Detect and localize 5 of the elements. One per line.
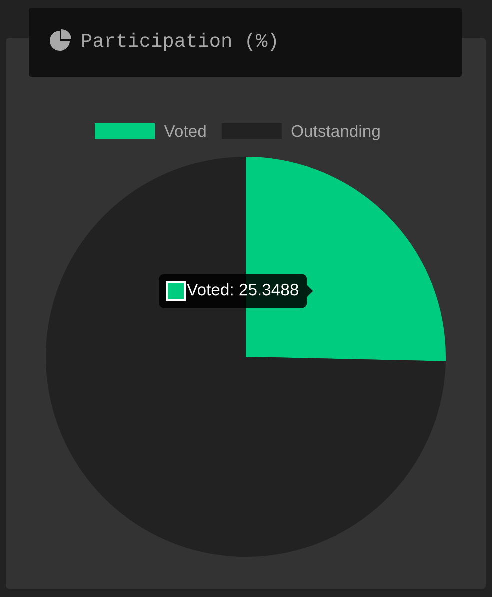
- pie-slice: [46, 157, 446, 557]
- legend-label: Voted: [164, 124, 206, 138]
- data-label: Voted: 25.3488: [187, 283, 298, 296]
- legend-label: Outstanding: [292, 124, 380, 141]
- chart-title: Participation (%): [82, 32, 276, 52]
